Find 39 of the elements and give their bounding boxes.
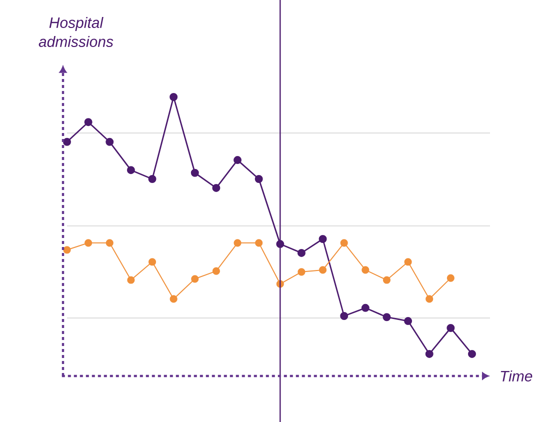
point (234, 239, 242, 247)
point (170, 92, 178, 101)
x-axis-title: Time (500, 370, 532, 382)
point (234, 156, 242, 164)
point (106, 138, 114, 146)
point (362, 266, 370, 274)
point (468, 350, 476, 358)
point (318, 266, 327, 274)
point (212, 267, 220, 275)
point (446, 274, 454, 282)
point (446, 324, 455, 332)
point (297, 248, 306, 257)
point (63, 246, 71, 254)
point (84, 118, 92, 126)
point (404, 317, 412, 326)
point (340, 312, 348, 320)
point (212, 184, 220, 192)
point (148, 258, 156, 266)
point (84, 239, 92, 247)
point (404, 258, 412, 266)
point (254, 175, 263, 184)
point (425, 350, 434, 358)
point (298, 268, 306, 276)
point (170, 295, 178, 303)
point (340, 239, 348, 247)
point (382, 276, 391, 284)
point (190, 168, 199, 177)
point (318, 235, 327, 243)
point (148, 175, 156, 184)
point (191, 275, 199, 283)
point (63, 138, 72, 146)
point (426, 295, 434, 303)
point (382, 313, 391, 322)
point (126, 166, 135, 174)
point (106, 239, 114, 247)
y-axis-title: Hospital admissions (38, 16, 114, 48)
point (127, 276, 135, 284)
point (361, 304, 370, 312)
point (255, 239, 263, 247)
